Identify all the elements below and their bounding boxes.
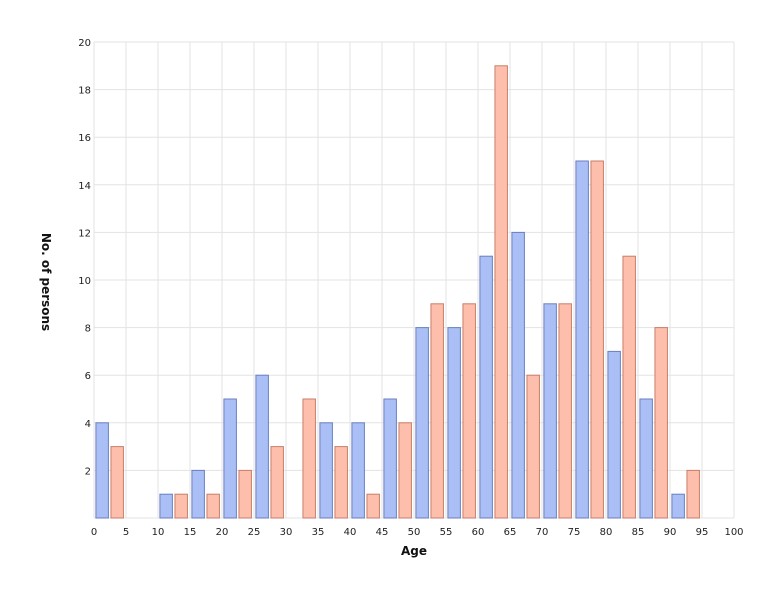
x-axis-title: Age xyxy=(401,544,427,558)
x-tick-label: 90 xyxy=(664,527,677,538)
bar-series-1 xyxy=(639,398,653,519)
y-axis-ticks: 2 4 6 8 10 12 14 16 18 20 xyxy=(78,38,91,477)
bar-series-1 xyxy=(255,374,269,519)
bar-series-1 xyxy=(575,160,589,519)
bar-series-1 xyxy=(223,398,237,519)
bar-series-2 xyxy=(558,303,572,519)
bar-series-1 xyxy=(479,255,493,519)
bar-series-1 xyxy=(415,327,429,519)
y-tick-label: 20 xyxy=(78,38,91,49)
y-tick-label: 14 xyxy=(78,181,91,192)
bar-series-2 xyxy=(590,160,604,519)
x-tick-label: 65 xyxy=(504,527,517,538)
bar-series-2 xyxy=(334,446,348,519)
y-axis-title: No. of persons xyxy=(39,233,53,331)
bar-series-2 xyxy=(398,422,412,519)
grid xyxy=(93,41,735,519)
bar-series-1 xyxy=(319,422,333,519)
y-tick-label: 12 xyxy=(78,228,91,239)
bar-series-2 xyxy=(110,446,124,519)
x-tick-label: 25 xyxy=(248,527,261,538)
x-tick-label: 10 xyxy=(152,527,165,538)
bar-series-1 xyxy=(95,422,109,519)
y-tick-label: 10 xyxy=(78,276,91,287)
x-tick-label: 0 xyxy=(91,527,97,538)
x-tick-label: 70 xyxy=(536,527,549,538)
y-tick-label: 16 xyxy=(78,133,91,144)
bar-series-2 xyxy=(270,446,284,519)
x-tick-label: 55 xyxy=(440,527,453,538)
x-tick-label: 100 xyxy=(724,527,743,538)
bar-series-2 xyxy=(622,255,636,519)
bars xyxy=(95,65,700,519)
bar-series-2 xyxy=(174,493,188,519)
x-tick-label: 85 xyxy=(632,527,645,538)
bar-series-1 xyxy=(159,493,173,519)
x-tick-label: 15 xyxy=(184,527,197,538)
bar-series-1 xyxy=(351,422,365,519)
bar-series-2 xyxy=(206,493,220,519)
bar-series-2 xyxy=(302,398,316,519)
x-tick-label: 45 xyxy=(376,527,389,538)
x-tick-label: 80 xyxy=(600,527,613,538)
bar-series-2 xyxy=(462,303,476,519)
bar-series-1 xyxy=(671,493,685,519)
x-tick-label: 95 xyxy=(696,527,709,538)
y-tick-label: 4 xyxy=(85,419,91,430)
bar-series-1 xyxy=(447,327,461,519)
bar-series-2 xyxy=(686,469,700,519)
y-tick-label: 18 xyxy=(78,86,91,97)
x-tick-label: 5 xyxy=(123,527,129,538)
bar-series-2 xyxy=(430,303,444,519)
x-axis-ticks: 0 5 10 15 20 25 30 35 40 45 50 55 60 65 70 75 80 85 90 95 10… xyxy=(91,527,744,538)
bar-series-1 xyxy=(191,469,205,519)
bar-series-2 xyxy=(494,65,508,519)
bar-series-1 xyxy=(543,303,557,519)
x-tick-label: 35 xyxy=(312,527,325,538)
bar-series-1 xyxy=(511,231,525,519)
y-tick-label: 2 xyxy=(85,466,91,477)
bar-series-1 xyxy=(383,398,397,519)
bar-series-2 xyxy=(238,469,252,519)
x-tick-label: 40 xyxy=(344,527,357,538)
x-tick-label: 50 xyxy=(408,527,421,538)
y-tick-label: 8 xyxy=(85,324,91,335)
x-tick-label: 30 xyxy=(280,527,293,538)
bar-series-2 xyxy=(366,493,380,519)
bar-series-1 xyxy=(607,350,621,519)
bar-series-2 xyxy=(654,327,668,519)
x-tick-label: 60 xyxy=(472,527,485,538)
y-tick-label: 6 xyxy=(85,371,91,382)
x-tick-label: 75 xyxy=(568,527,581,538)
bar-series-2 xyxy=(526,374,540,519)
x-tick-label: 20 xyxy=(216,527,229,538)
